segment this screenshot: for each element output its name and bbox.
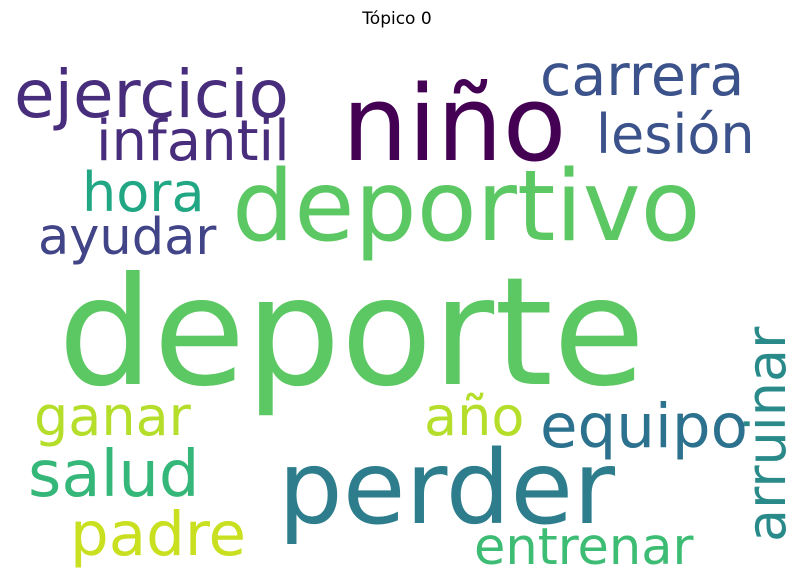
word-salud: salud <box>28 438 200 512</box>
word-padre: padre <box>70 499 247 570</box>
word-hora: hora <box>82 161 205 224</box>
word-equipo: equipo <box>540 391 748 462</box>
word-entrenar: entrenar <box>474 518 694 577</box>
word-ganar: ganar <box>34 385 191 448</box>
word-arruinar: arruinar <box>735 326 794 542</box>
word-deportivo: deportivo <box>232 150 701 264</box>
word-ejercicio: ejercicio <box>14 56 289 133</box>
word-deporte: deporte <box>58 246 646 420</box>
word-lesion: lesión <box>596 103 755 166</box>
chart-title: Tópico 0 <box>362 9 432 29</box>
word-nino: niño <box>342 63 567 185</box>
word-perder: perder <box>278 429 616 548</box>
word-carrera: carrera <box>540 43 745 109</box>
word-ayudar: ayudar <box>38 208 217 267</box>
word-infantil: infantil <box>96 109 290 174</box>
word-ano: año <box>424 385 525 448</box>
